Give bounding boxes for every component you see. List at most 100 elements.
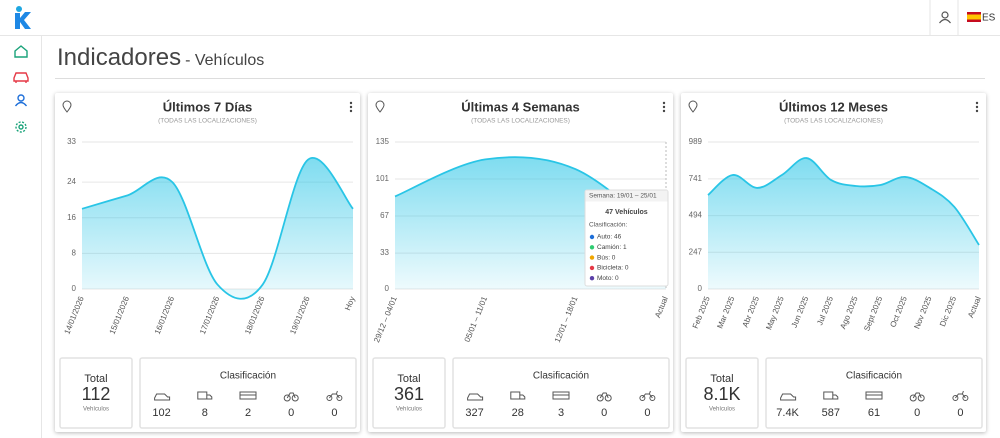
x-tick-label: Sept 2025 — [862, 295, 884, 333]
y-tick-label: 67 — [380, 211, 389, 220]
classification-icons — [154, 390, 343, 402]
classification-count: 28 — [512, 407, 524, 419]
classification-count: 8 — [202, 407, 208, 419]
car-icon — [780, 393, 797, 401]
tooltip-title: Semana: 19/01 – 25/01 — [589, 193, 657, 200]
card-subtitle: (TODAS LAS LOCALIZACIONES) — [471, 118, 570, 125]
tooltip-item: Bús: 0 — [597, 254, 616, 261]
total-value: 8.1K — [703, 384, 740, 404]
tooltip-box — [584, 189, 669, 287]
x-tick-label: Hoy — [343, 295, 357, 312]
card-content: Últimos 12 Meses (TODAS LAS LOCALIZACIONE… — [685, 99, 983, 429]
truck-icon — [510, 391, 526, 400]
classification-icons — [467, 390, 656, 402]
users-icon[interactable] — [14, 94, 28, 107]
motorbike-icon — [326, 390, 343, 401]
x-tick-label: 16/01/2026 — [153, 295, 177, 336]
classification-title: Clasificación — [846, 371, 902, 382]
location-icon[interactable] — [375, 100, 385, 113]
car-icon — [154, 393, 171, 401]
card-content: Últimas 4 Semanas (TODAS LAS LOCALIZACION… — [372, 99, 670, 429]
menu-dot — [975, 105, 979, 109]
tooltip-heading: Clasificación: — [589, 222, 627, 229]
home-icon[interactable] — [14, 45, 28, 58]
location-icon[interactable] — [688, 100, 698, 113]
location-icon[interactable] — [62, 100, 72, 113]
x-tick-label: Jun 2025 — [790, 295, 811, 329]
x-tick-label: Feb 2025 — [691, 295, 712, 330]
classification-count: 2 — [245, 407, 251, 419]
menu-dot — [349, 105, 353, 109]
x-tick-label: 14/01/2026 — [62, 295, 86, 336]
x-tick-label: 29/12 – 04/01 — [372, 295, 399, 344]
y-tick-label: 0 — [698, 284, 703, 293]
card-title: Últimas 4 Semanas — [461, 99, 580, 114]
language-flag[interactable] — [967, 12, 981, 22]
area — [708, 158, 979, 289]
page-title: Indicadores - Vehículos — [57, 44, 264, 72]
sidebar-icons — [13, 45, 29, 133]
line — [707, 157, 980, 246]
logo[interactable] — [15, 6, 31, 29]
legend-dot — [589, 234, 595, 240]
classification-count: 3 — [558, 407, 564, 419]
classification-count: 0 — [288, 407, 294, 419]
settings-icon[interactable] — [15, 121, 27, 133]
classification-icons — [780, 390, 969, 402]
total-box — [372, 357, 446, 429]
truck-icon — [823, 391, 839, 400]
title: Indicadores — [57, 44, 182, 71]
y-tick-label: 33 — [67, 137, 76, 146]
x-tick-label: Dic 2025 — [938, 295, 958, 328]
menu-dot — [349, 101, 353, 105]
y-tick-label: 135 — [376, 137, 390, 146]
bicycle-icon — [909, 392, 925, 402]
subtitle: - Vehículos — [185, 52, 265, 69]
x-tick-label: 15/01/2026 — [108, 295, 132, 336]
classification-count: 0 — [331, 407, 337, 419]
bus-icon — [865, 391, 883, 400]
total-unit: Vehículos — [83, 407, 109, 413]
y-tick-label: 33 — [380, 248, 389, 257]
x-tick-label: Actual — [653, 295, 670, 319]
total-value: 361 — [394, 384, 424, 404]
x-tick-label: Ago 2025 — [838, 295, 859, 331]
bus-icon — [239, 391, 257, 400]
card-title: Últimos 7 Días — [163, 99, 253, 114]
classification-count: 102 — [152, 407, 170, 419]
bicycle-icon — [596, 392, 612, 402]
x-tick-label: Nov 2025 — [912, 295, 933, 331]
x-tick-label: Abr 2025 — [741, 295, 762, 329]
top-bar-graphics: ES — [15, 0, 996, 36]
truck-icon — [197, 391, 213, 400]
legend-dot — [589, 265, 595, 271]
language[interactable]: ES — [982, 13, 996, 24]
menu-dot — [662, 109, 666, 113]
card: Últimas 4 Semanas (TODAS LAS LOCALIZACION… — [368, 93, 673, 432]
motorbike-icon — [639, 390, 656, 401]
total-label: Total — [710, 373, 733, 385]
card: Últimos 12 Meses (TODAS LAS LOCALIZACIONE… — [681, 93, 986, 432]
x-tick-label: Oct 2025 — [888, 295, 909, 329]
tooltip-item: Bicicleta: 0 — [597, 265, 629, 272]
x-tick-label: 12/01 – 18/01 — [553, 295, 580, 344]
car-icon — [467, 393, 484, 401]
tooltip-total: 47 Vehículos — [605, 209, 648, 216]
card-subtitle: (TODAS LAS LOCALIZACIONES) — [784, 118, 883, 125]
bus-icon — [552, 391, 570, 400]
total-value: 112 — [82, 384, 111, 404]
user-icon[interactable] — [939, 11, 951, 24]
classification-title: Clasificación — [533, 371, 589, 382]
y-tick-label: 24 — [67, 177, 76, 186]
vehicles-icon[interactable] — [13, 72, 29, 83]
menu-dot — [662, 101, 666, 105]
classification-count: 0 — [957, 407, 963, 419]
total-unit: Vehículos — [709, 407, 735, 413]
bicycle-icon — [283, 392, 299, 402]
y-tick-label: 101 — [376, 174, 390, 183]
total-box — [59, 357, 133, 429]
classification-count: 0 — [914, 407, 920, 419]
y-tick-label: 989 — [689, 137, 703, 146]
x-tick-label: Mar 2025 — [715, 295, 736, 330]
